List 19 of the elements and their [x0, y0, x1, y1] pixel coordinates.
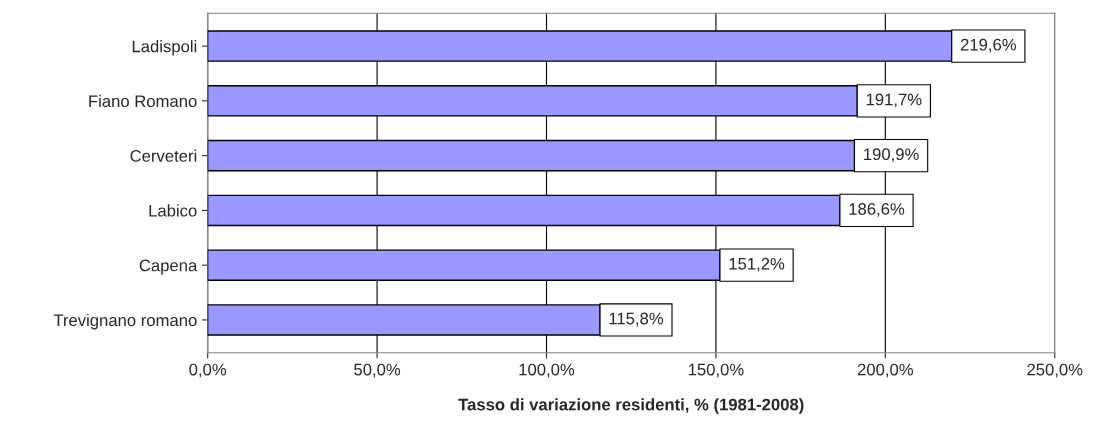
x-tick-label: 150,0%	[688, 363, 744, 378]
data-label: 151,2%	[729, 257, 785, 272]
x-tick-label: 0,0%	[189, 363, 227, 378]
y-tick-label: Ladispoli	[132, 40, 197, 56]
y-tick-label: Labico	[149, 204, 197, 217]
y-tick-label: Capena	[139, 259, 198, 275]
y-tick-label: Trevignano romano	[53, 313, 197, 330]
x-tick-label: 250,0%	[1027, 363, 1083, 378]
data-label: 219,6%	[960, 38, 1017, 53]
x-tick-label: 100,0%	[519, 363, 575, 378]
data-label: 190,9%	[864, 148, 919, 163]
data-label: 115,8%	[609, 312, 664, 327]
y-tick-label: Cerveteri	[130, 149, 197, 162]
y-tick-label: Fiano Romano	[89, 94, 197, 108]
data-label: 186,6%	[849, 203, 905, 217]
x-tick-label: 50,0%	[354, 363, 401, 378]
data-label: 191,7%	[866, 93, 922, 108]
x-axis-title: Tasso di variazione residenti, % (1981-2008)	[458, 398, 804, 414]
x-tick-label: 200,0%	[857, 363, 913, 378]
